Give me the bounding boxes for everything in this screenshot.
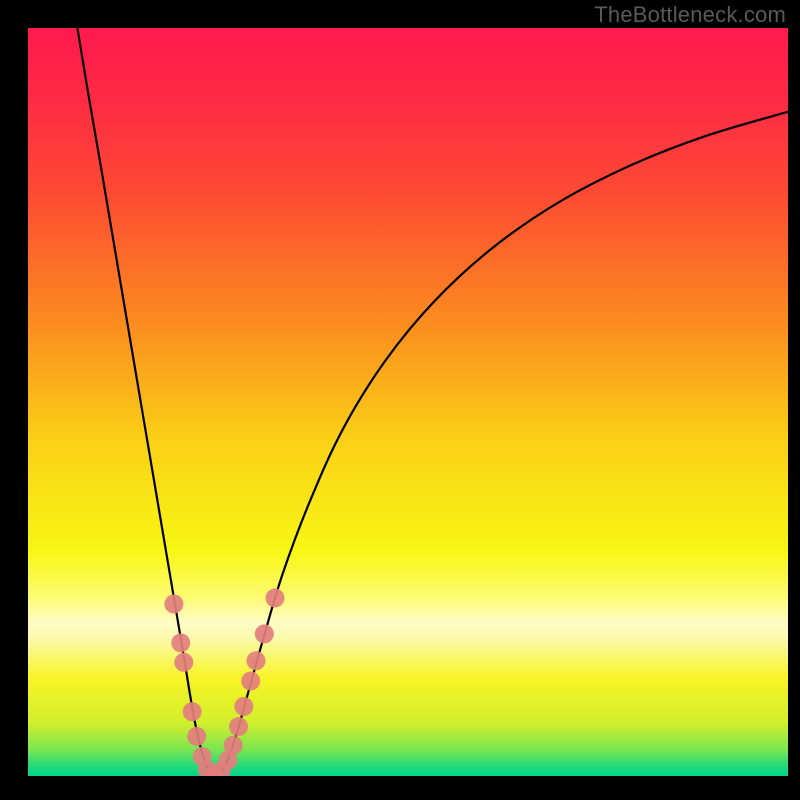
watermark-label: TheBottleneck.com [594, 2, 786, 28]
data-marker [229, 717, 248, 736]
data-marker [183, 702, 202, 721]
data-marker [174, 653, 193, 672]
chart-frame: TheBottleneck.com [0, 0, 800, 800]
data-marker [255, 624, 274, 643]
data-marker [241, 672, 260, 691]
data-marker [266, 588, 285, 607]
data-marker [187, 727, 206, 746]
bottleneck-chart [28, 28, 788, 776]
data-marker [224, 736, 243, 755]
data-marker [247, 651, 266, 670]
gradient-background [28, 28, 788, 776]
data-marker [171, 633, 190, 652]
data-marker [234, 697, 253, 716]
data-marker [164, 594, 183, 613]
